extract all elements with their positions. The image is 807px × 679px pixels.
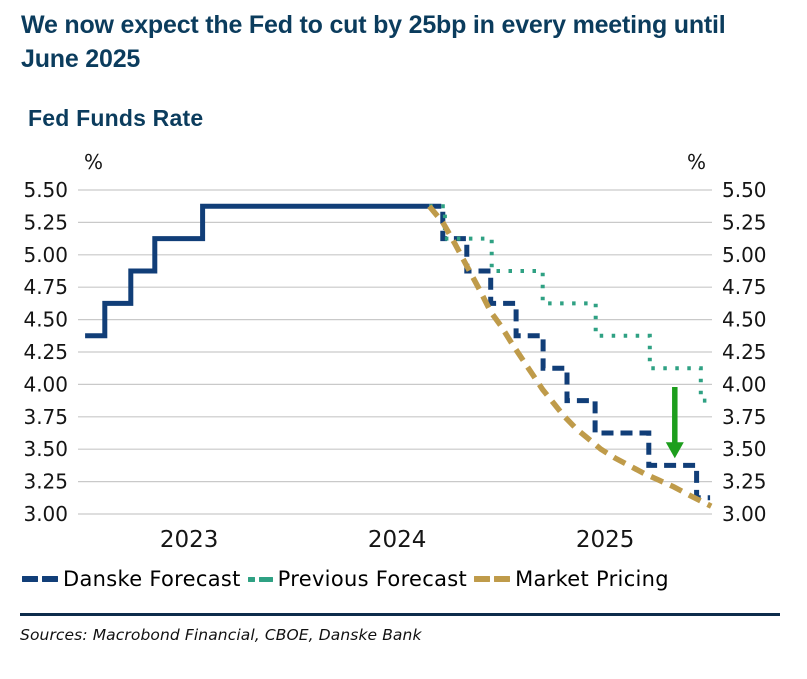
separator-rule: [20, 613, 780, 616]
legend-dash-marker-icon: [247, 576, 273, 582]
sources-note: Sources: Macrobond Financial, CBOE, Dans…: [20, 626, 422, 644]
y-tick-label-left: 3.50: [23, 437, 68, 461]
y-tick-label-left: 3.75: [23, 405, 68, 429]
y-tick-label-left: 5.00: [23, 243, 68, 267]
y-tick-label-left: 4.75: [23, 275, 68, 299]
y-tick-label-right: 4.25: [722, 340, 767, 364]
legend-dash-icon: [42, 576, 58, 582]
y-tick-label-left: 3.00: [23, 502, 68, 526]
legend-label: Previous Forecast: [277, 567, 468, 591]
chart-legend: Danske Forecast Previous Forecast Market P…: [22, 566, 669, 592]
fed-funds-rate-chart: 3.00 3.00 3.25 3.25 3.50 3.50 3.75 3.75 4.00 4.00…: [23, 150, 767, 553]
legend-dash-marker-icon: [22, 576, 58, 582]
legend-dash-icon: [22, 576, 38, 582]
y-tick-label-right: 4.00: [722, 372, 767, 396]
legend-dash-marker-icon: [474, 576, 511, 582]
y-tick-label-left: 5.50: [23, 178, 68, 202]
legend-label: Danske Forecast: [63, 567, 241, 591]
legend-dash-icon: [494, 576, 511, 582]
legend-item-market-pricing: Market Pricing: [474, 567, 669, 591]
legend-dash-icon: [247, 576, 255, 582]
y-tick-label-right: 3.00: [722, 502, 767, 526]
y-tick-label-right: 3.75: [722, 405, 767, 429]
x-tick-label: 2025: [576, 527, 635, 553]
chart-subtitle: Fed Funds Rate: [28, 105, 204, 131]
chart-title: We now expect the Fed to cut by 25bp in …: [21, 11, 726, 73]
y-axis-unit-right: %: [687, 150, 706, 174]
y-tick-label-left: 3.25: [23, 470, 68, 494]
y-axis-unit-left: %: [84, 150, 103, 174]
y-tick-label-left: 4.50: [23, 308, 68, 332]
y-tick-label-right: 4.75: [722, 275, 767, 299]
y-tick-label-left: 4.25: [23, 340, 68, 364]
y-tick-label-left: 4.00: [23, 372, 68, 396]
y-tick-label-right: 5.00: [722, 243, 767, 267]
x-tick-label: 2024: [368, 527, 427, 553]
series-line-market-pricing: [427, 204, 713, 509]
series-line-fed-funds-rate-actual: [85, 203, 430, 339]
y-tick-label-right: 5.50: [722, 178, 767, 202]
y-tick-label-right: 3.50: [722, 437, 767, 461]
forecast-revision-arrow-head: [665, 442, 684, 459]
x-tick-label: 2023: [160, 527, 219, 553]
y-tick-label-right: 3.25: [722, 470, 767, 494]
legend-dash-icon: [258, 576, 273, 582]
legend-dash-icon: [474, 576, 491, 582]
legend-item-previous-forecast: Previous Forecast: [247, 567, 468, 591]
legend-label: Market Pricing: [515, 567, 669, 591]
y-tick-label-left: 5.25: [23, 210, 68, 234]
y-tick-label-right: 4.50: [722, 308, 767, 332]
y-tick-label-right: 5.25: [722, 210, 767, 234]
legend-item-danske-forecast: Danske Forecast: [22, 567, 241, 591]
series-line-previous-forecast: [429, 204, 711, 403]
